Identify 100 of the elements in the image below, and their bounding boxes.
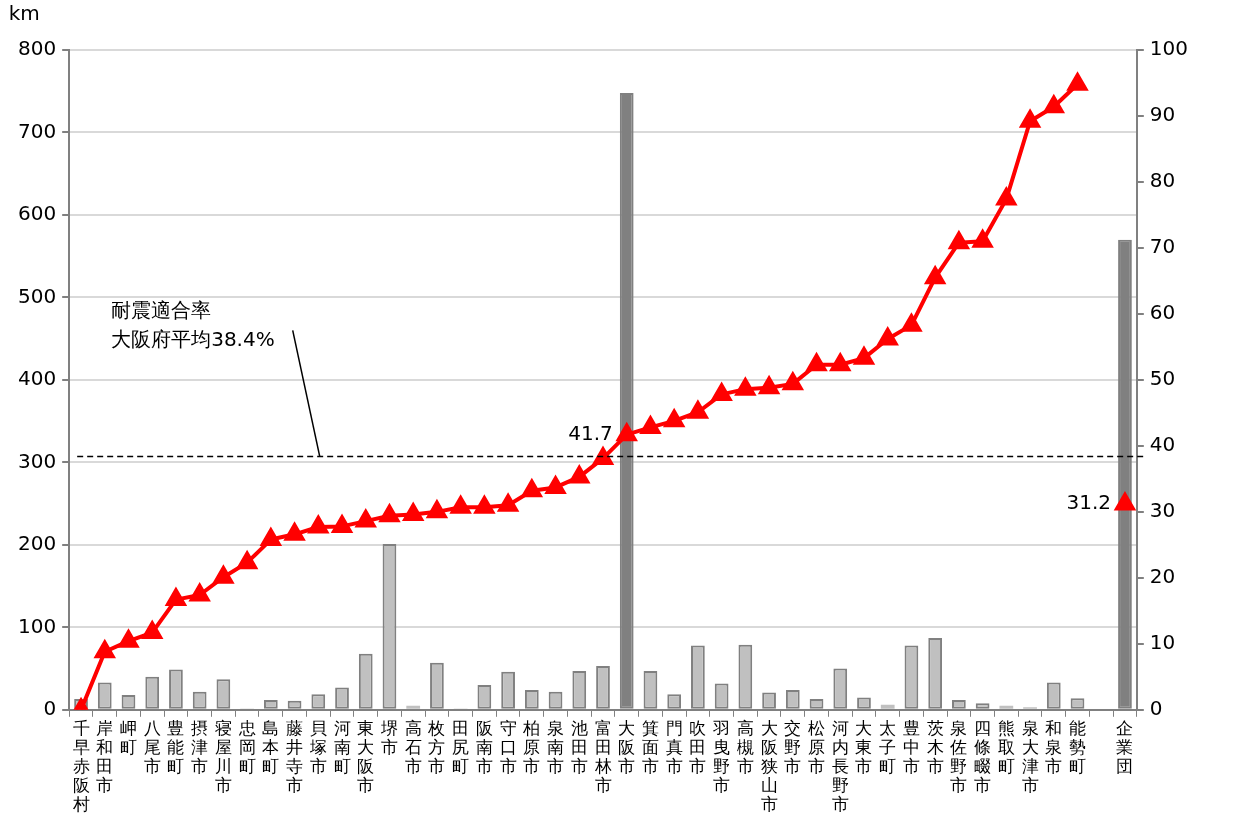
x-tick-label: 四條畷市 — [974, 717, 992, 795]
point — [663, 407, 686, 428]
x-tick-label: 岸和田市 — [96, 717, 114, 795]
point — [805, 351, 828, 372]
point — [829, 351, 852, 372]
y2-tick-label: 20 — [1149, 564, 1176, 589]
point — [616, 423, 637, 442]
data-label: 31.2 — [1066, 490, 1111, 515]
y-tick-label: 600 — [17, 201, 57, 226]
x-tick-label: 田尻町 — [452, 717, 470, 776]
y2-tick-label: 40 — [1149, 432, 1176, 457]
x-tick-label: 門真市 — [665, 717, 683, 776]
y2-tick-label: 60 — [1149, 300, 1176, 325]
point — [118, 630, 139, 648]
x-tick-label: 太子町 — [879, 717, 897, 776]
point — [996, 188, 1017, 206]
point — [189, 584, 210, 602]
x-tick-label: 堺市 — [379, 717, 398, 757]
x-tick-label: 大阪市 — [618, 717, 636, 776]
point — [474, 496, 495, 514]
x-tick-label: 豊能町 — [167, 717, 185, 776]
annotation: 耐震適合率 — [111, 297, 212, 322]
x-tick-label: 忠岡町 — [237, 717, 256, 776]
y2-tick-label: 50 — [1149, 366, 1176, 391]
point — [924, 264, 947, 285]
y-tick-label: 100 — [17, 613, 57, 638]
x-tick-label: 交野市 — [784, 717, 802, 776]
point — [1067, 73, 1088, 91]
x-tick-label: 池田市 — [570, 717, 588, 776]
y-tick-label: 400 — [17, 366, 57, 391]
point — [545, 476, 566, 494]
point — [141, 619, 164, 640]
point — [93, 638, 116, 659]
x-tick-label: 泉佐野市 — [950, 717, 968, 795]
x-tick-label: 守口市 — [499, 717, 517, 776]
y-tick-label: 300 — [17, 448, 57, 473]
x-tick-label: 吹田市 — [689, 717, 707, 776]
x-tick-label: 高石市 — [404, 717, 422, 776]
point — [947, 229, 970, 250]
point — [332, 515, 352, 533]
point — [284, 523, 305, 541]
point — [259, 526, 282, 547]
x-tick-label: 摂津市 — [191, 717, 209, 776]
x-tick-label: 岬町 — [119, 717, 137, 757]
y2-tick-label: 100 — [1149, 36, 1189, 61]
y2-tick-label: 90 — [1149, 102, 1176, 127]
x-tick-label: 大東市 — [855, 717, 873, 776]
x-tick-label: 島本町 — [262, 717, 280, 776]
x-tick-label: 東大阪市 — [357, 717, 375, 795]
x-tick-label: 泉南市 — [547, 717, 565, 776]
x-tick-label: 寝屋川市 — [214, 717, 232, 795]
x-tick-label: 河南町 — [333, 717, 351, 776]
point — [355, 510, 376, 528]
x-tick-label: 藤井寺市 — [286, 717, 304, 795]
point — [735, 378, 756, 396]
point — [569, 465, 590, 484]
point — [403, 503, 423, 521]
point — [1043, 93, 1065, 114]
point — [640, 416, 661, 434]
point — [522, 477, 543, 498]
x-tick-label: 和泉市 — [1045, 717, 1063, 776]
point — [972, 230, 993, 248]
x-tick-label: 阪南市 — [475, 717, 493, 776]
x-tick-label: 高槻市 — [736, 717, 754, 776]
x-tick-label: 豊中市 — [902, 717, 920, 776]
y-tick-label: 700 — [17, 118, 57, 143]
point — [378, 502, 401, 523]
point — [425, 498, 448, 519]
point — [308, 516, 329, 534]
point — [688, 401, 708, 419]
x-tick-label: 千早赤阪村 — [71, 717, 90, 814]
y2-tick-label: 10 — [1149, 630, 1176, 655]
x-tick-label: 柏原市 — [522, 717, 541, 776]
x-tick-label: 枚方市 — [427, 717, 446, 776]
y2-tick-label: 70 — [1149, 234, 1176, 259]
x-tick-label: 大阪狭山市 — [760, 717, 778, 814]
point — [498, 494, 518, 512]
x-tick-label: 能勢町 — [1069, 717, 1087, 776]
x-tick-label: 貝塚市 — [308, 717, 327, 776]
y-tick-label: 200 — [17, 531, 57, 556]
y2-tick-label: 30 — [1149, 498, 1176, 523]
point — [711, 383, 732, 401]
point — [164, 586, 187, 607]
x-tick-label: 箕面市 — [641, 717, 659, 776]
x-tick-label: 八尾市 — [143, 717, 161, 776]
y2-tick-label: 80 — [1149, 168, 1176, 193]
x-tick-label: 熊取町 — [997, 717, 1015, 776]
point — [213, 566, 234, 584]
x-tick-label: 泉大津市 — [1021, 717, 1039, 795]
y-tick-label: 800 — [17, 36, 57, 61]
point — [781, 370, 804, 391]
point — [877, 327, 898, 346]
y-tick-label: 500 — [17, 283, 57, 308]
y2-tick-label: 0 — [1149, 696, 1163, 720]
x-tick-label: 茨木市 — [926, 717, 944, 776]
point — [237, 549, 259, 570]
data-label: 41.7 — [568, 420, 613, 445]
ref-line-label: 大阪府平均38.4% — [111, 326, 275, 351]
point — [1020, 110, 1040, 128]
x-tick-label: 富田林市 — [593, 717, 612, 795]
